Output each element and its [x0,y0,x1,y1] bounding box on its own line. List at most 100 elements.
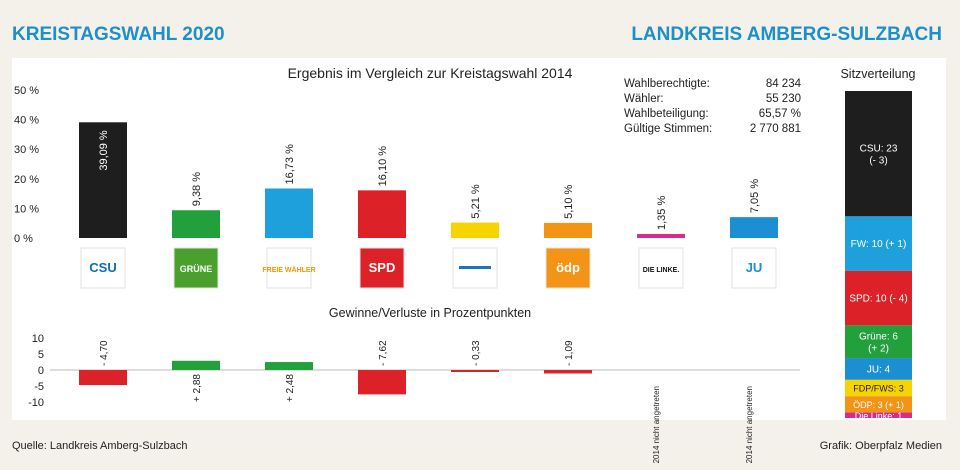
bar-fw [265,188,313,238]
bar-die-linke [637,234,685,238]
diff-bar [79,370,127,386]
seat-title: Sitzverteilung [840,67,915,81]
seat-segment [845,270,912,326]
stats-label: Wahlberechtigte: [624,78,710,90]
graphic-credit: Grafik: Oberpfalz Medien [819,440,942,452]
not-participated-label: 2014 nicht angetreten [745,386,754,463]
stats-label: Gültige Stimmen: [624,123,712,135]
fdp-fws-logo [452,247,498,289]
logo-box [545,247,591,289]
y-tick-label: 5 [38,349,44,361]
data-label: 16,10 % [377,146,389,187]
spd-logo: SPD [359,247,405,289]
diff-bar [358,370,406,395]
seat-segment [845,325,912,359]
logo-box [266,247,312,289]
seat-label: SPD: 10 (- 4) [849,294,907,305]
y-tick-label: 40 % [14,115,39,127]
diff-bar [544,370,592,374]
ju-logo: JU [731,247,777,289]
y-tick-label: 20 % [14,174,39,186]
bar--dp [544,222,592,238]
bar-spd [358,190,406,238]
data-label: 9,38 % [191,172,203,206]
y-tick-label: 0 % [14,233,33,245]
diff-bar [265,362,313,370]
seat-segment [845,358,912,380]
logo-box [80,247,126,289]
data-label: - 0,33 [471,340,482,366]
bar-gr-ne [172,210,220,238]
stats-value: 2 770 881 [750,123,801,135]
y-tick-label: 10 % [14,203,39,215]
data-label: 5,10 % [563,184,575,218]
stats-label: Wähler: [624,93,664,105]
seat-sublabel: (- 3) [869,156,887,167]
seat-label: CSU: 23 [860,144,898,155]
seat-label: FDP/FWS: 3 [853,384,904,394]
seat-label: JU: 4 [867,364,891,375]
data-label: + 2,88 [192,374,203,403]
bar-ju [730,217,778,238]
seat-segment [845,396,912,413]
seat-label: ÖDP: 3 (+ 1) [853,400,904,410]
logo-box [638,247,684,289]
logo-box [173,247,219,289]
data-label: 7,05 % [749,179,761,213]
csu-logo: CSU [80,247,126,289]
logo-text: FREIE WÄHLER [262,266,315,274]
y-tick-label: 30 % [14,144,39,156]
seat-segment [845,412,912,418]
region-title: LANDKREIS AMBERG-SULZBACH [631,24,942,45]
seat-segment [845,216,912,271]
seat-label: FW: 10 (+ 1) [851,239,907,250]
y-tick-label: -5 [34,381,44,393]
chart-title: Ergebnis im Vergleich zur Kreistagswahl … [288,65,573,81]
data-label: - 4,70 [99,340,110,366]
seat-sublabel: (+ 2) [868,344,889,355]
stats-value: 65,57 % [759,108,801,120]
stats-value: 84 234 [766,78,802,90]
logo-text: GRÜNE [180,264,213,274]
seat-label: Die Linke: 1 [855,411,903,421]
data-label: - 7,62 [378,340,389,366]
data-label: 16,73 % [284,144,296,185]
diff-bar [172,360,220,370]
y-tick-label: -10 [28,397,44,409]
linke-logo: DIE LINKE. [638,247,684,289]
logo-text: ödp [556,260,580,275]
results-panel [12,58,826,420]
seat-segment [845,91,912,217]
chart-title: Gewinne/Verluste in Prozentpunkten [329,306,531,320]
page-title: KREISTAGSWAHL 2020 [12,24,225,45]
data-label: + 2,48 [285,374,296,403]
stats-value: 55 230 [766,93,801,105]
bar-fdp-fws [451,222,499,238]
logo-text: CSU [89,260,116,275]
y-tick-label: 0 [38,365,44,377]
logo-stripe [459,266,491,269]
bar-csu [79,122,127,238]
freie-waehler-logo: FREIE WÄHLER [262,247,316,289]
data-label: 39,09 % [98,130,110,171]
logo-text: DIE LINKE. [643,267,680,274]
diff-bar [451,370,499,372]
stats-label: Wahlbeteiligung: [624,108,709,120]
data-label: 1,35 % [656,196,668,230]
seat-label: Grüne: 6 [859,332,898,343]
logo-text: JU [746,260,763,275]
logo-box [359,247,405,289]
y-tick-label: 50 % [14,85,39,97]
y-tick-label: 10 [32,333,44,345]
logo-text: SPD [369,260,396,275]
data-label: 5,21 % [470,184,482,218]
gruene-logo: GRÜNE [173,247,219,289]
source-note: Quelle: Landkreis Amberg-Sulzbach [12,440,188,452]
not-participated-label: 2014 nicht angetreten [652,386,661,463]
oedp-logo: ödp [545,247,591,289]
data-label: - 1,09 [564,340,575,366]
logo-box [731,247,777,289]
seat-segment [845,379,912,397]
